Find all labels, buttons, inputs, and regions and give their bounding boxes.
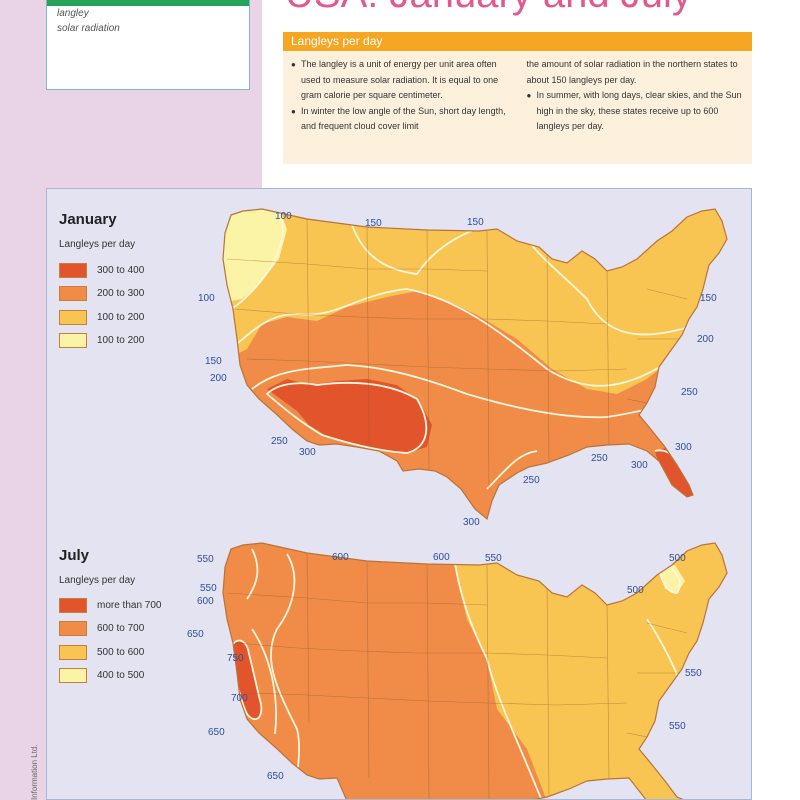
january-legend-item: 200 to 300 <box>59 286 144 301</box>
jan-contour-label: 250 <box>681 387 698 398</box>
side-credit: Information Ltd. <box>30 744 39 800</box>
info-column-left: The langley is a unit of energy per unit… <box>291 57 509 135</box>
keyword-solar-radiation: solar radiation <box>57 23 120 34</box>
july-legend-item: 500 to 600 <box>59 645 144 660</box>
july-legend-item: 600 to 700 <box>59 621 144 636</box>
jan-state-lines <box>226 218 688 490</box>
jan-zone-below-100 <box>223 209 287 304</box>
legend-swatch <box>59 621 87 636</box>
january-legend-item: 300 to 400 <box>59 263 144 278</box>
info-box-header: Langleys per day <box>283 32 752 51</box>
jan-contour-label: 200 <box>697 334 714 345</box>
jan-contour-label: 250 <box>591 453 608 464</box>
jan-contour-label: 300 <box>463 517 480 528</box>
jul-contour-label: 650 <box>187 629 204 640</box>
jan-contour-label: 250 <box>523 475 540 486</box>
legend-label: 100 to 200 <box>97 312 145 323</box>
map-panel: January Langleys per day 300 to 400 200 … <box>46 188 752 800</box>
jan-zone-300-400-florida <box>655 447 693 501</box>
legend-label: 400 to 500 <box>97 670 145 681</box>
jul-contour-label: 550 <box>669 721 686 732</box>
legend-swatch <box>59 333 87 348</box>
jul-state-lines <box>226 552 688 799</box>
info-bullet-3: In summer, with long days, clear skies, … <box>527 88 745 135</box>
january-map-title: January <box>59 211 117 228</box>
legend-label: 200 to 300 <box>97 288 145 299</box>
jan-contour-label: 150 <box>205 356 222 367</box>
keywords-header-bar <box>47 0 249 6</box>
jul-contour-label: 700 <box>231 693 248 704</box>
january-legend-item: 100 to 200 <box>59 333 144 348</box>
january-legend-title: Langleys per day <box>59 239 136 250</box>
contour-labels: 100 150 150 100 150 200 250 300 250 300 … <box>187 211 717 782</box>
jul-contour-label: 600 <box>332 552 349 563</box>
jan-contour-label: 300 <box>675 442 692 453</box>
jan-contour-label: 300 <box>631 460 648 471</box>
legend-swatch <box>59 645 87 660</box>
jan-contour-label: 200 <box>210 373 227 384</box>
info-column-right: the amount of solar radiation in the nor… <box>527 57 745 135</box>
jul-contour-label: 650 <box>267 771 284 782</box>
jul-contour-label: 550 <box>485 553 502 564</box>
legend-swatch <box>59 598 87 613</box>
july-map <box>222 542 728 799</box>
jan-contour-label: 150 <box>467 217 484 228</box>
july-map-title: July <box>59 547 90 564</box>
legend-label: 500 to 600 <box>97 647 145 658</box>
legend-label: more than 700 <box>97 600 162 611</box>
jul-contour-label: 500 <box>627 585 644 596</box>
july-legend-title: Langleys per day <box>59 575 136 586</box>
jan-contour-label: 250 <box>271 436 288 447</box>
july-legend-item: 400 to 500 <box>59 668 144 683</box>
maps-svg: 100 150 150 100 150 200 250 300 250 300 … <box>187 208 728 799</box>
keywords-box: langley solar radiation <box>46 0 250 90</box>
january-legend-item: 100 to 200 <box>59 310 144 325</box>
jan-contour-label: 300 <box>299 447 316 458</box>
legend-swatch <box>59 310 87 325</box>
jul-contour-label: 750 <box>227 653 244 664</box>
legend-swatch <box>59 263 87 278</box>
jan-zone-300-400-southwest <box>267 379 432 453</box>
jul-contour-label: 500 <box>669 553 686 564</box>
jan-contour-label: 100 <box>275 211 292 222</box>
jul-contour-label: 650 <box>208 727 225 738</box>
legend-label: 100 to 200 <box>97 335 145 346</box>
legend-swatch <box>59 286 87 301</box>
jul-contour-label: 550 <box>200 583 217 594</box>
legend-label: 300 to 400 <box>97 265 145 276</box>
legend-label: 600 to 700 <box>97 623 145 634</box>
page-margin-band-lower <box>0 190 46 800</box>
keyword-langley: langley <box>57 8 89 19</box>
info-box: Langleys per day The langley is a unit o… <box>283 32 752 164</box>
jan-contour-label: 150 <box>365 218 382 229</box>
jul-zone-600-700 <box>223 543 547 799</box>
jul-contours <box>232 543 703 799</box>
info-bullet-2-start: In winter the low angle of the Sun, shor… <box>291 104 509 135</box>
page-title: USA: January and July <box>285 0 692 17</box>
july-legend-item: more than 700 <box>59 598 162 613</box>
jul-contour-label: 550 <box>197 554 214 565</box>
legend-swatch <box>59 668 87 683</box>
jul-contour-label: 600 <box>197 596 214 607</box>
january-map <box>222 208 728 520</box>
info-bullet-1: The langley is a unit of energy per unit… <box>291 57 509 104</box>
info-bullet-2-end: the amount of solar radiation in the nor… <box>526 59 738 85</box>
jan-contour-label: 100 <box>198 293 215 304</box>
jul-contour-label: 550 <box>685 668 702 679</box>
jan-contour-label: 150 <box>700 293 717 304</box>
jul-contour-label: 600 <box>433 552 450 563</box>
jul-zone-above-700 <box>233 640 262 720</box>
